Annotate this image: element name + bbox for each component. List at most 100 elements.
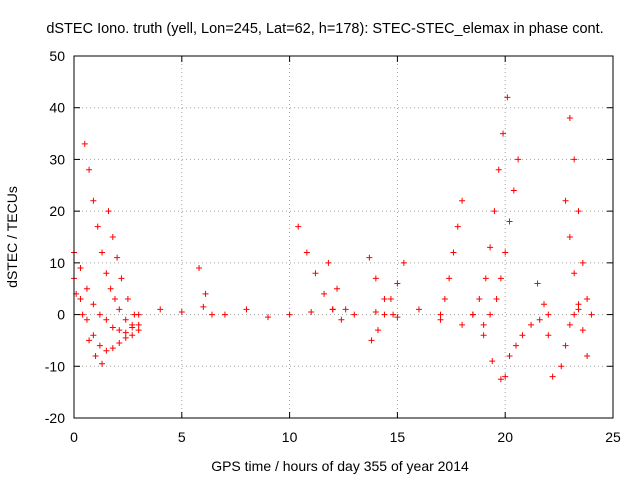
data-point-s3-6 [107,285,114,292]
data-point-s8-1 [334,285,341,292]
data-point-s0-2 [83,285,90,292]
y-tick-label: -20 [45,410,65,426]
grid [74,56,613,418]
data-point-s13-4 [487,244,494,251]
y-tick-label: 30 [49,151,65,167]
y-tick-label: 40 [49,100,65,116]
data-point-s10-2 [387,296,394,303]
y-tick-label: -10 [45,358,65,374]
data-point-s5-7 [286,311,293,318]
data-point-s15-1 [512,342,519,349]
data-point-s3-7 [111,296,118,303]
x-tick-label: 25 [605,429,621,445]
data-points [71,94,595,383]
data-point-s1-3 [90,332,97,339]
x-tick-label: 20 [497,429,513,445]
data-point-s9-1 [372,275,379,282]
data-point-s9-3 [390,311,397,318]
data-point-s5-6 [265,314,272,321]
data-point-s13-2 [495,166,502,173]
data-point-s3-0 [81,140,88,147]
data-point-s6-1 [202,290,209,297]
data-point-s19-2 [566,321,573,328]
data-point-s1-4 [96,342,103,349]
data-point-s0-7 [116,327,123,334]
x-axis-label: GPS time / hours of day 355 of year 2014 [211,458,469,474]
data-point-s7-3 [321,290,328,297]
data-point-s16-1 [541,301,548,308]
data-point-s18-2 [575,208,582,215]
data-point-s1-9 [129,332,136,339]
data-point-s5-8 [308,308,315,315]
data-point-s4-1 [109,234,116,240]
data-point-s18-3 [579,259,586,266]
data-point-s12-1 [480,332,487,339]
data-point-s3-3 [94,223,101,230]
x-tick-label: 15 [390,429,406,445]
data-point-s19-1 [562,342,569,349]
data-point-s1-8 [122,334,129,341]
data-point-s17-0 [562,197,569,204]
data-point-s5-2 [178,308,185,315]
data-point-s14-3 [502,249,509,256]
data-point-s8-2 [342,306,349,313]
data-point-s7-2 [312,270,319,277]
data-point-s3-11 [135,327,142,334]
data-point-s16-0 [534,280,541,287]
data-point-s14-4 [497,275,504,282]
data-point-s17-3 [575,301,582,308]
data-point-s2-3 [92,352,99,359]
x-tick-label: 5 [178,429,186,445]
data-point-s5-10 [351,311,358,318]
data-point-s11-0 [459,197,466,204]
data-point-s4-4 [124,296,131,303]
data-point-s4-3 [118,275,125,282]
y-tick-label: 50 [49,48,65,64]
data-point-s0-8 [122,329,129,336]
data-point-s18-0 [566,115,573,122]
data-point-s5-15 [459,321,466,328]
data-point-s3-9 [122,316,129,323]
data-point-s5-11 [372,308,379,315]
data-point-s0-5 [103,316,110,323]
data-point-s9-2 [381,296,388,303]
data-point-s13-6 [476,296,483,303]
data-point-s3-10 [129,321,136,328]
data-point-s17-2 [571,270,578,277]
data-point-s13-1 [500,130,507,137]
y-tick-label: 20 [49,203,65,219]
data-point-s3-4 [99,249,106,256]
data-point-s12-4 [502,373,509,380]
data-point-s12-2 [489,358,496,365]
data-point-s6-0 [196,265,203,272]
data-point-s11-1 [454,223,461,230]
data-point-s6-2 [208,311,215,318]
data-point-s2-4 [99,360,106,367]
x-tick-label: 10 [282,429,298,445]
data-point-s16-3 [549,373,556,380]
data-point-s3-1 [86,166,93,173]
data-point-s14-5 [493,296,500,303]
data-point-s18-4 [584,296,591,303]
data-point-s5-1 [157,306,164,313]
data-point-s13-5 [482,275,489,282]
data-point-s17-5 [584,352,591,359]
data-point-s18-5 [588,311,595,318]
data-point-s0-10 [135,321,142,328]
data-point-s10-1 [394,280,401,287]
data-point-s4-2 [114,254,121,261]
data-point-s18-1 [571,156,578,163]
data-point-s0-1 [77,265,84,272]
axis-ticks: 0 5 10 15 20 25 -20 -10 0 10 20 30 40 50 [45,48,621,445]
data-point-s1-6 [109,345,116,352]
data-point-s5-0 [135,311,142,318]
data-point-s0-4 [96,311,103,318]
data-point-s1-5 [103,347,110,354]
data-point-s5-5 [243,306,250,313]
data-point-s11-4 [441,296,448,303]
data-point-s15-0 [506,352,513,359]
data-point-s9-0 [366,254,373,261]
data-point-s3-5 [103,270,110,277]
data-point-s12-3 [497,376,504,383]
